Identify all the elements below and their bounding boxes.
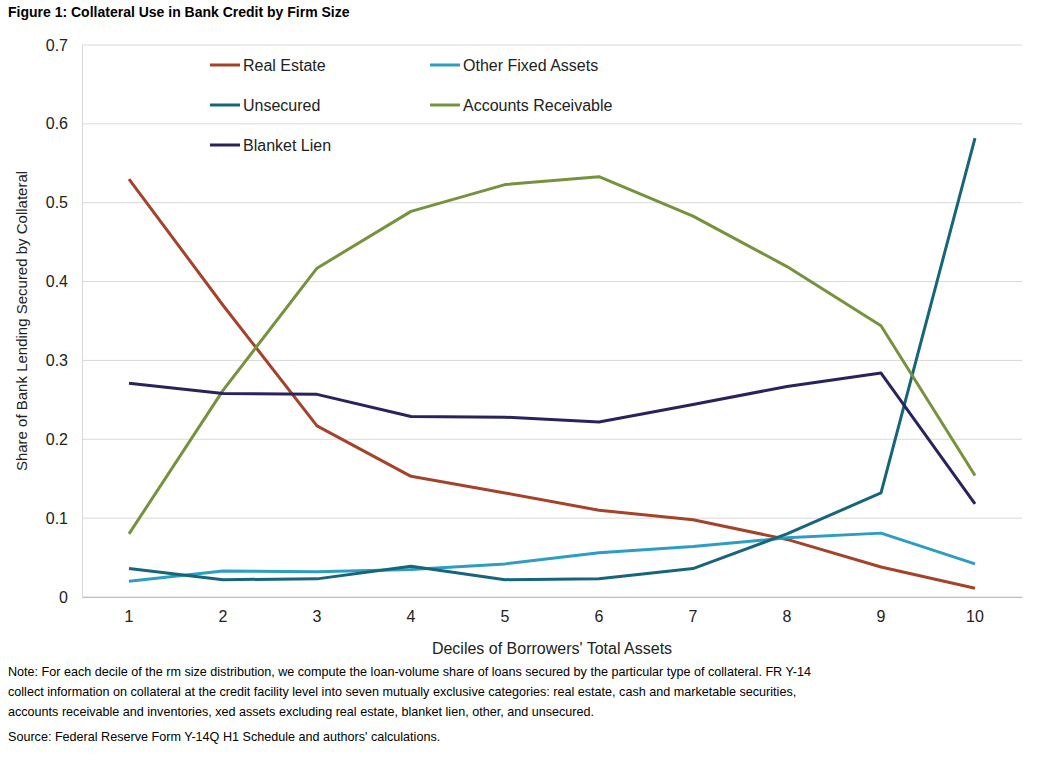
x-tick-label: 1 — [125, 608, 134, 625]
x-tick-label: 10 — [966, 608, 984, 625]
series-line — [129, 177, 975, 534]
y-tick-label: 0.6 — [46, 115, 68, 132]
legend-item: Other Fixed Assets — [430, 57, 598, 74]
x-tick-label: 7 — [689, 608, 698, 625]
legend-item: Unsecured — [210, 97, 320, 114]
y-tick: 0.3 — [46, 352, 82, 369]
legend-label: Accounts Receivable — [463, 97, 613, 114]
y-axis: 0 0.1 0.2 0.3 0.4 0.5 0.6 0.7 — [46, 37, 83, 606]
legend-swatch — [210, 144, 240, 147]
y-tick: 0.5 — [46, 194, 82, 211]
series-line — [129, 373, 975, 504]
x-tick-label: 6 — [595, 608, 604, 625]
grid-line — [82, 439, 1022, 440]
legend-item: Blanket Lien — [210, 137, 331, 154]
grid-line — [82, 123, 1022, 124]
x-tick: 4 — [407, 597, 416, 625]
legend-label: Real Estate — [243, 57, 326, 74]
x-tick: 7 — [689, 597, 698, 625]
legend-label: Other Fixed Assets — [463, 57, 598, 74]
lines — [129, 138, 975, 588]
y-tick-label: 0.5 — [46, 194, 68, 211]
y-tick: 0.4 — [46, 273, 82, 290]
x-tick-label: 5 — [501, 608, 510, 625]
y-tick-label: 0.2 — [46, 431, 68, 448]
series-line — [129, 533, 975, 581]
legend-swatch — [210, 104, 240, 107]
grid-line — [82, 45, 1022, 46]
note: Note: For each decile of the rm size dis… — [8, 665, 811, 679]
x-tick-label: 4 — [407, 608, 416, 625]
grid-line — [82, 281, 1022, 282]
y-tick-label: 0.3 — [46, 352, 68, 369]
legend-label: Unsecured — [243, 97, 320, 114]
title: Figure 1: Collateral Use in Bank Credit … — [8, 4, 350, 20]
x-tick-label: 8 — [783, 608, 792, 625]
x-tick: 1 — [125, 597, 134, 625]
x-axis: 1 2 3 4 5 6 7 8 9 10 — [83, 597, 1023, 625]
x-tick-label: 2 — [219, 608, 228, 625]
x-tick: 3 — [313, 597, 322, 625]
y-axis-line — [82, 46, 83, 598]
legend-item: Real Estate — [210, 57, 326, 74]
y-tick-label: 0 — [59, 589, 68, 606]
y-tick: 0.2 — [46, 431, 82, 448]
chart: Figure 1: Collateral Use in Bank Credit … — [0, 0, 1044, 758]
legend-swatch — [430, 64, 460, 67]
x-tick: 5 — [501, 597, 510, 625]
x-tick: 10 — [966, 597, 984, 625]
legend-item: Accounts Receivable — [430, 97, 613, 114]
series-line — [129, 138, 975, 580]
y-tick-label: 0.1 — [46, 510, 68, 527]
grid-line — [82, 597, 1022, 598]
y-tick-label: 0.4 — [46, 273, 68, 290]
legend: Real Estate Other Fixed Assets Unsecured Ac… — [210, 57, 613, 154]
x-tick-label: 3 — [313, 608, 322, 625]
y-axis-title: Share of Bank Lending Secured by Collate… — [13, 171, 30, 471]
x-tick: 2 — [219, 597, 228, 625]
y-tick: 0.1 — [46, 510, 82, 527]
source: Source: Federal Reserve Form Y-14Q H1 Sc… — [8, 730, 440, 744]
grid-line — [82, 360, 1022, 361]
grid — [82, 45, 1022, 597]
legend-swatch — [210, 64, 240, 67]
x-tick: 8 — [783, 597, 792, 625]
x-tick: 6 — [595, 597, 604, 625]
y-tick-label: 0.7 — [46, 37, 68, 54]
legend-swatch — [430, 104, 460, 107]
grid-line — [82, 202, 1022, 203]
x-axis-line — [83, 597, 1023, 598]
y-tick: 0.7 — [46, 37, 82, 54]
x-tick-label: 9 — [877, 608, 886, 625]
y-tick: 0.6 — [46, 115, 82, 132]
legend-label: Blanket Lien — [243, 137, 331, 154]
note: accounts receivable and inventories, xed… — [8, 705, 594, 719]
series-line — [129, 179, 975, 588]
x-tick: 9 — [877, 597, 886, 625]
x-axis-title: Deciles of Borrowers' Total Assets — [432, 640, 672, 657]
note: collect information on collateral at the… — [8, 685, 796, 699]
grid-line — [82, 518, 1022, 519]
y-tick: 0 — [59, 589, 82, 606]
